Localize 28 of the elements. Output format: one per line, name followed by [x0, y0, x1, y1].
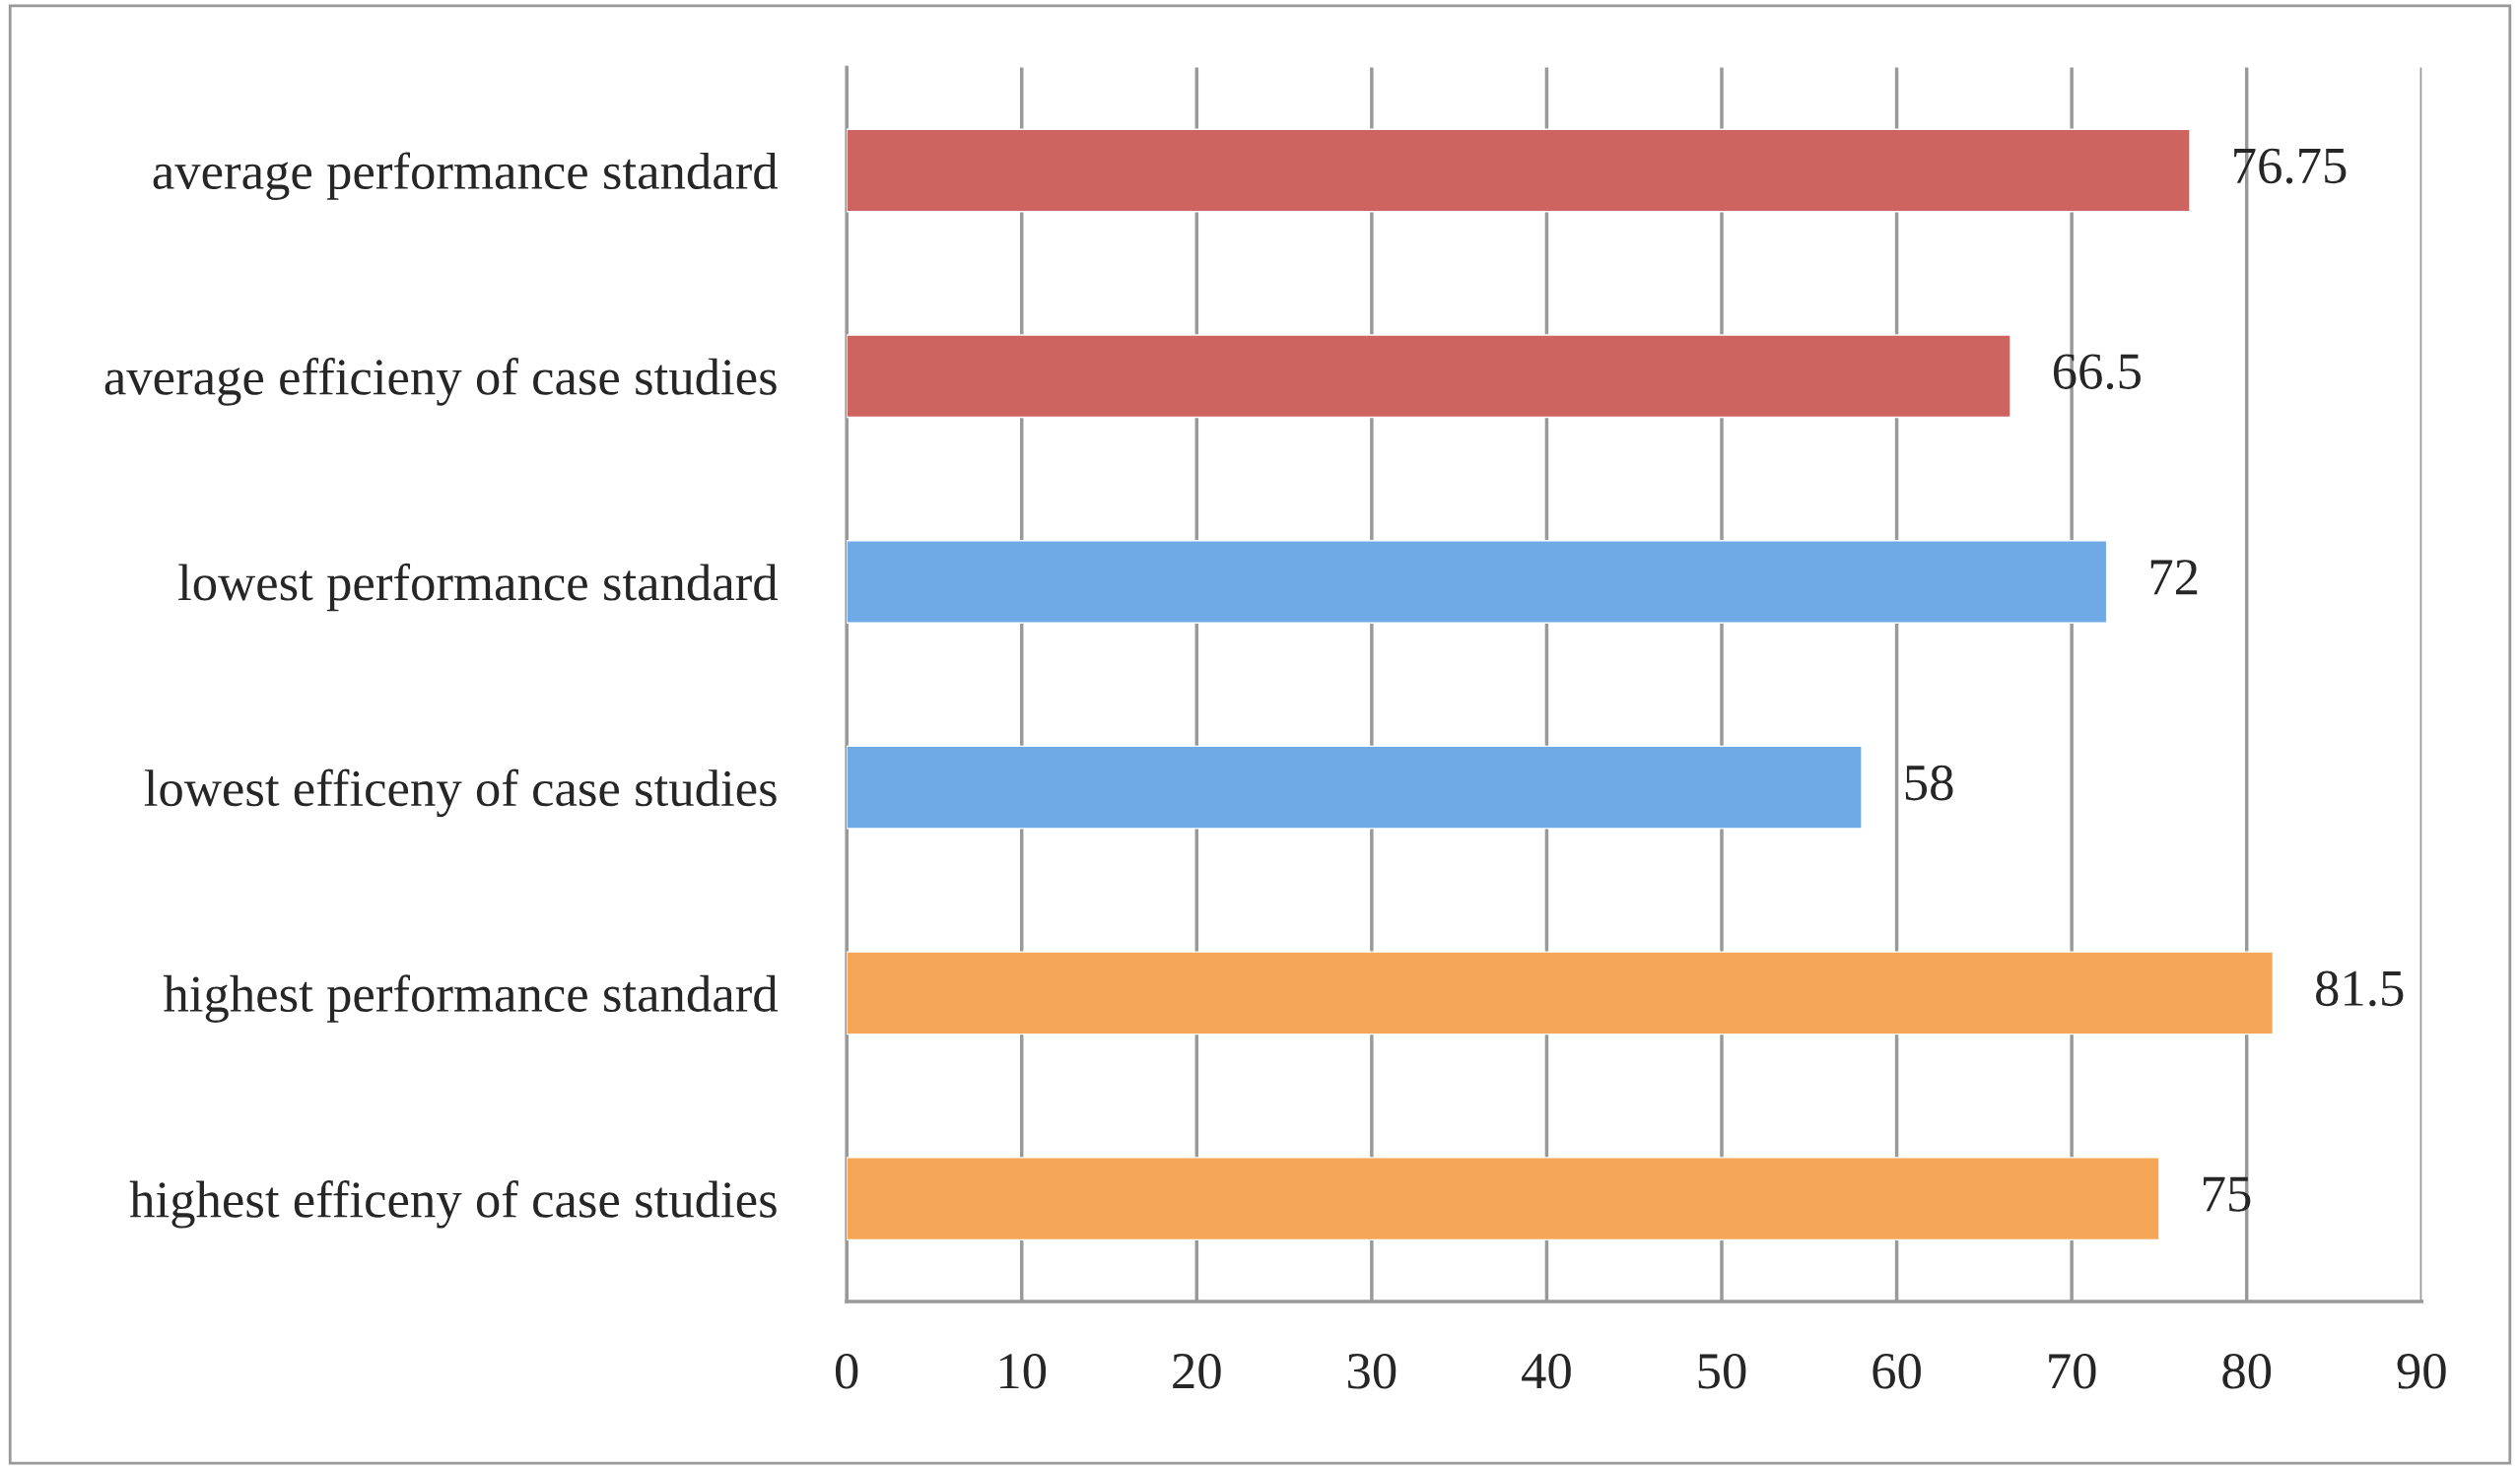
x-tick-label: 70 — [2049, 1353, 2096, 1389]
x-tick-label: 80 — [2222, 1353, 2272, 1389]
y-tick-label: lowest performance standard — [178, 563, 779, 612]
x-tick-label: 50 — [1698, 1353, 1746, 1389]
y-tick-label: average efficieny of case studies — [104, 358, 777, 406]
data-label: 81.5 — [2316, 970, 2404, 1007]
data-label: 66.5 — [2053, 354, 2141, 390]
bar — [847, 128, 2191, 213]
x-tick-label: 30 — [1347, 1353, 1396, 1389]
bar — [847, 745, 1863, 830]
x-tick-label: 60 — [1873, 1353, 1921, 1389]
x-tick-label: 20 — [1173, 1353, 1221, 1389]
bar — [847, 539, 2108, 624]
data-label: 75 — [2204, 1176, 2251, 1212]
y-tick-label: average performance standard — [153, 152, 779, 200]
bar — [847, 334, 2011, 419]
data-label: 72 — [2150, 560, 2198, 595]
data-label: 58 — [1905, 765, 1953, 801]
x-tick-label: 0 — [835, 1353, 858, 1389]
x-tick-label: 10 — [999, 1353, 1047, 1389]
bar — [847, 1157, 2160, 1241]
y-tick-label: highest performance standard — [163, 974, 779, 1023]
data-label: 76.75 — [2234, 148, 2347, 184]
x-tick-label: 40 — [1522, 1353, 1571, 1389]
y-tick-label: lowest efficeny of case studies — [144, 768, 777, 818]
x-tick-label: 90 — [2397, 1353, 2446, 1389]
bar — [847, 951, 2275, 1035]
y-tick-label: highest efficeny of case studies — [129, 1180, 777, 1229]
